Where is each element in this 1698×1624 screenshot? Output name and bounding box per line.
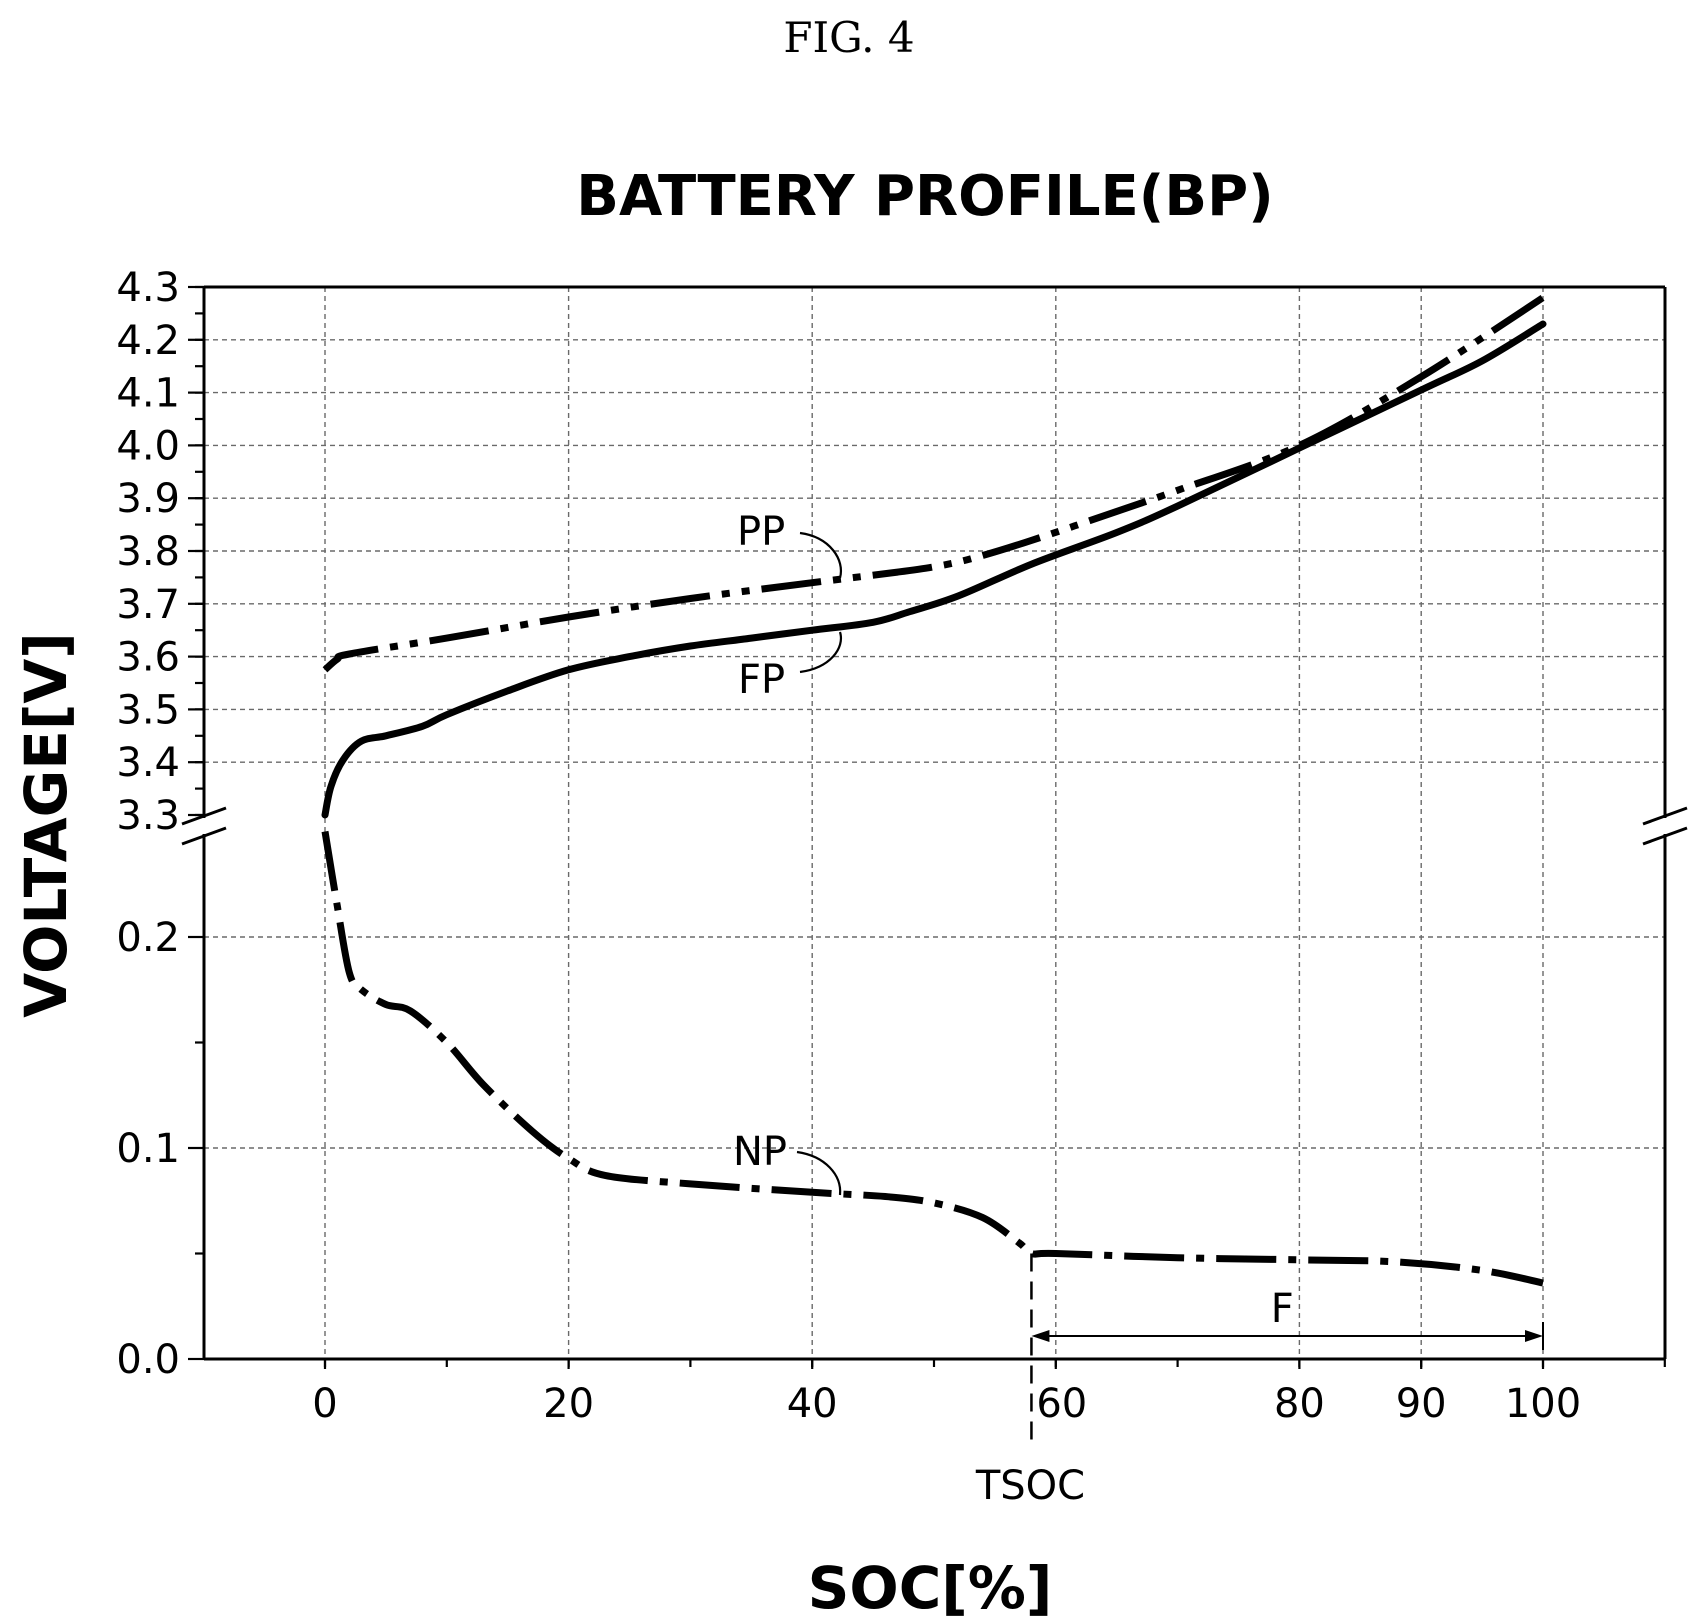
y-tick-label-upper-4.1: 4.1 — [116, 371, 180, 417]
y-tick-label-upper-3.3: 3.3 — [116, 793, 180, 839]
y-axis-title: VOLTAGE[V] — [12, 632, 80, 1018]
axis-break-right-upper — [1642, 806, 1688, 826]
y-tick-label-upper-3.5: 3.5 — [116, 687, 180, 733]
y-tick-label-upper-3.9: 3.9 — [116, 476, 180, 522]
x-tick-label-20: 20 — [543, 1381, 594, 1427]
axis-ticks: 0 20 40 60 80 90 100 3.3 3.4 3.5 3.6 3.7 3.8 3.9 4.0 4.… — [116, 265, 1666, 1427]
plot-frame — [181, 285, 1688, 1361]
f-range-arrow-right — [1525, 1330, 1543, 1342]
axis-break-right-lower — [1642, 826, 1688, 846]
x-tick-label-80: 80 — [1274, 1381, 1325, 1427]
x-tick-label-40: 40 — [787, 1381, 838, 1427]
y-tick-label-upper-3.8: 3.8 — [116, 529, 180, 575]
x-tick-label-0: 0 — [312, 1381, 337, 1427]
y-tick-label-upper-3.4: 3.4 — [116, 740, 180, 786]
y-tick-label-upper-3.6: 3.6 — [116, 635, 180, 681]
y-tick-label-lower-0.1: 0.1 — [116, 1126, 180, 1172]
series-label-np: NP — [733, 1129, 787, 1175]
series-line-fp — [321, 320, 1547, 819]
series-label-fp: FP — [738, 657, 785, 703]
x-axis-title: SOC[%] — [808, 1554, 1053, 1622]
f-range-label: F — [1271, 1286, 1294, 1332]
series-curves — [321, 294, 1547, 1287]
y-tick-label-upper-4.3: 4.3 — [116, 265, 180, 311]
x-tick-label-100: 100 — [1505, 1381, 1581, 1427]
y-tick-label-lower-0.2: 0.2 — [116, 915, 180, 961]
series-label-pp: PP — [737, 509, 785, 555]
series-leader-np — [796, 1150, 842, 1196]
series-line-np — [321, 830, 1544, 1287]
series-leader-fp — [799, 631, 843, 674]
x-tick-label-60: 60 — [1036, 1381, 1087, 1427]
y-tick-label-upper-4.0: 4.0 — [116, 423, 180, 469]
y-tick-label-lower-0.0: 0.0 — [116, 1337, 180, 1383]
y-tick-label-upper-4.2: 4.2 — [116, 318, 180, 364]
tsoc-label: TSOC — [975, 1463, 1085, 1509]
figure-label: FIG. 4 — [783, 13, 914, 62]
y-tick-label-upper-3.7: 3.7 — [116, 582, 180, 628]
chart-title: BATTERY PROFILE(BP) — [576, 164, 1273, 229]
series-line-pp — [322, 294, 1545, 673]
annotations: PP FP NP TSOC F — [733, 509, 1544, 1509]
f-range-arrow-left — [1031, 1330, 1050, 1342]
series-leader-pp — [799, 531, 843, 579]
axis-break-left-lower — [181, 826, 227, 846]
grid-lines — [204, 286, 1665, 1359]
x-tick-label-90: 90 — [1396, 1381, 1447, 1427]
